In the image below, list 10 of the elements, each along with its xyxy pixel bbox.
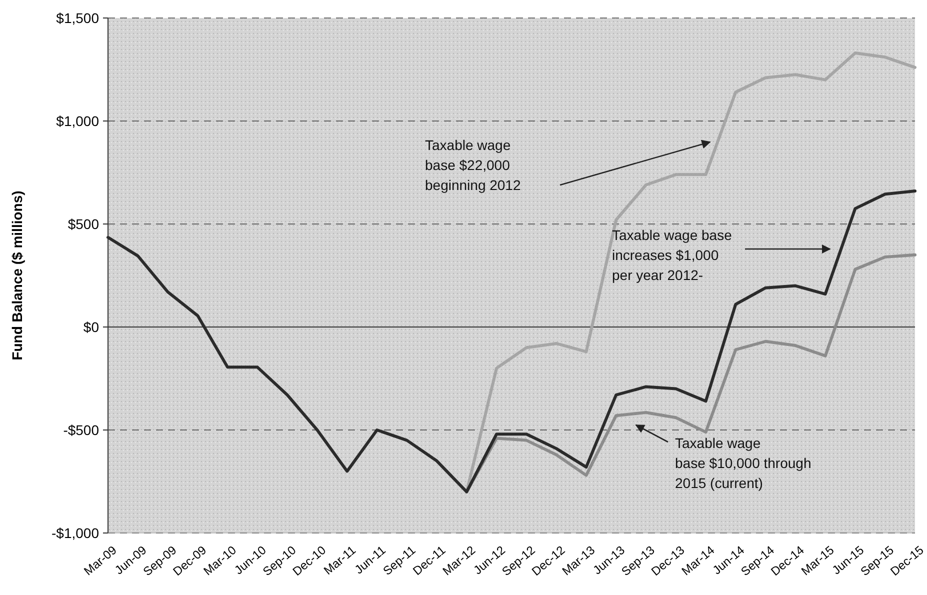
annotation: Taxable wage base $10,000 through 2015 (current) [675, 435, 812, 491]
y-tick-label: $1,500 [56, 10, 100, 26]
y-tick-label: -$500 [63, 422, 100, 438]
y-tick-label: $0 [83, 318, 100, 335]
annotation: Taxable wage base increases $1,000 per year 2012- [612, 227, 732, 283]
annotation: Taxable wage base $22,000 beginning 2012 [425, 137, 521, 193]
y-tick-label: -$1,000 [52, 524, 100, 541]
y-tick-label: $500 [68, 216, 100, 232]
y-tick-label: $1,000 [56, 112, 100, 129]
y-axis-title: Fund Balance ($ millions) [9, 190, 25, 360]
